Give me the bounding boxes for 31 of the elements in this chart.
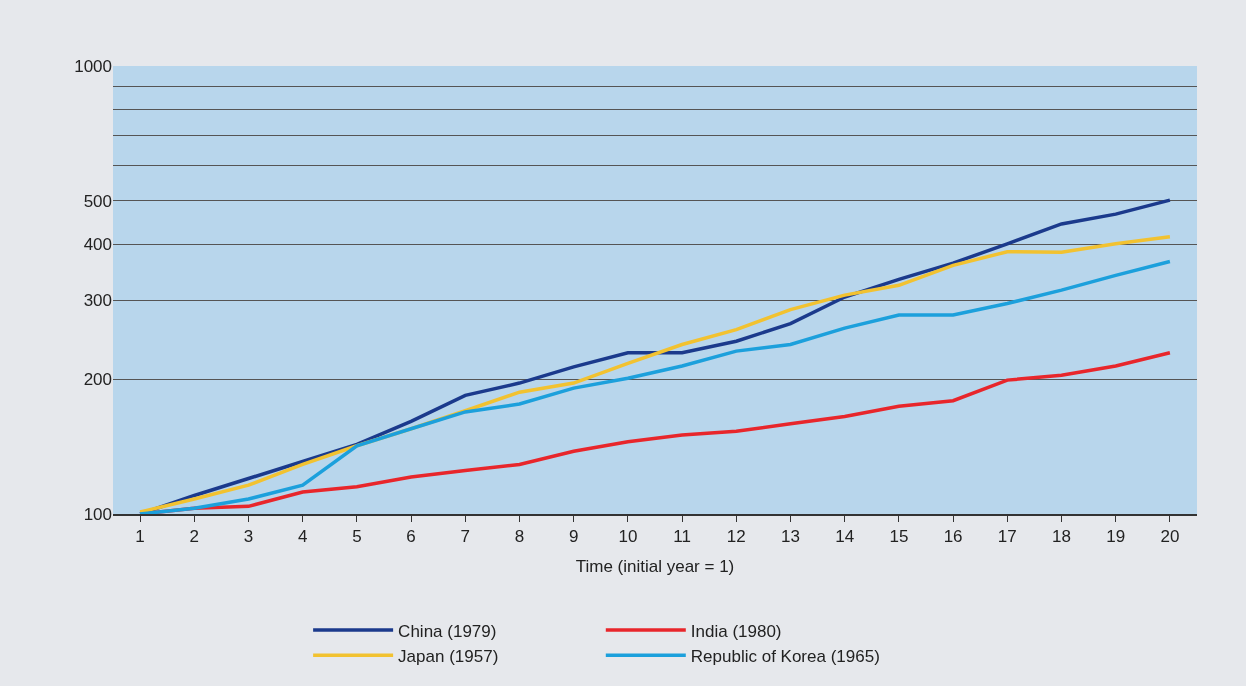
x-tick-label: 3: [243, 527, 254, 547]
legend-label: Japan (1957): [398, 646, 499, 666]
x-tick-label: 9: [568, 527, 579, 547]
legend-label: China (1979): [398, 621, 497, 641]
x-tick-label: 17: [997, 527, 1017, 547]
x-tick-label: 16: [943, 527, 963, 547]
x-tick-label: 18: [1052, 527, 1071, 547]
y-tick-label: 100: [83, 504, 112, 524]
y-tick-label: 1000: [74, 56, 112, 76]
x-tick-label: 10: [618, 527, 638, 547]
x-tick-label: 13: [781, 527, 800, 547]
y-tick-label: 300: [83, 291, 112, 311]
x-tick-label: 8: [514, 527, 525, 547]
x-axis-title: Time (initial year = 1): [575, 557, 735, 577]
legend-label: India (1980): [690, 621, 782, 641]
y-tick-label: 400: [83, 235, 112, 255]
x-tick-label: 6: [406, 527, 416, 547]
x-tick-label: 12: [726, 527, 746, 547]
x-tick-label: 7: [460, 527, 471, 547]
x-tick-label: 4: [297, 527, 308, 547]
x-tick-label: 5: [352, 527, 362, 547]
y-tick-label: 200: [83, 370, 112, 390]
x-tick-label: 11: [673, 527, 691, 547]
y-tick-label: 500: [83, 191, 112, 211]
x-tick-label: 19: [1106, 527, 1126, 547]
x-tick-label: 14: [835, 527, 855, 547]
x-tick-label: 20: [1160, 527, 1180, 547]
legend-label: Republic of Korea (1965): [690, 646, 880, 666]
x-tick-label: 2: [189, 527, 200, 547]
x-tick-label: 1: [135, 527, 145, 547]
x-tick-label: 15: [889, 527, 909, 547]
